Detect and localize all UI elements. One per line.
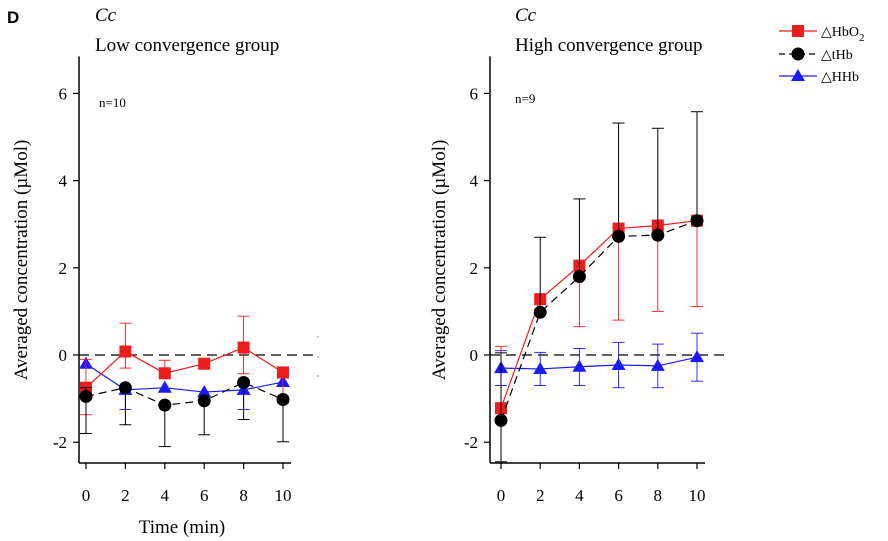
legend-marker-thb <box>791 47 805 61</box>
left-chart-title: Low convergence group <box>95 35 279 56</box>
legend-label-hbo2-subscript: 2 <box>859 32 865 44</box>
right-y-tick-label: 4 <box>470 172 479 191</box>
right-point-thb <box>651 228 665 242</box>
left-series-line-thb <box>85 381 284 406</box>
left-species-label: Cc <box>95 5 117 26</box>
right-point-thb <box>494 413 508 427</box>
right-point-thb <box>690 214 704 228</box>
left-x-tick-label: 0 <box>82 486 91 505</box>
right-x-tick-label: 2 <box>536 486 545 505</box>
left-point-hbo2 <box>237 341 250 354</box>
left-y-tick-label: -2 <box>53 433 67 452</box>
left-point-thb <box>237 375 251 389</box>
right-n-label: n=9 <box>515 91 535 106</box>
left-chart-plot: -2 0 2 4 6 0 2 4 6 8 10 <box>53 56 313 505</box>
left-y-axis-label: Averaged concentration (µMol) <box>11 140 32 381</box>
left-x-tick-label: 6 <box>200 486 209 505</box>
left-x-tick-label: 10 <box>275 486 292 505</box>
right-point-hhb <box>690 350 704 363</box>
left-point-thb <box>197 394 211 408</box>
right-x-tick-label: 10 <box>689 486 706 505</box>
right-point-hhb <box>533 361 548 374</box>
right-x-tick-label: 0 <box>497 486 506 505</box>
left-point-hhb <box>157 380 172 393</box>
left-x-tick-label: 8 <box>239 486 248 505</box>
right-point-thb <box>572 270 586 284</box>
left-point-hbo2 <box>198 357 211 370</box>
right-series-line-hbo2 <box>500 220 698 409</box>
left-series-line-hbo2 <box>85 346 284 389</box>
right-point-hhb <box>572 359 587 372</box>
right-y-tick-label: 0 <box>470 346 479 365</box>
left-y-tick-label: 2 <box>59 259 68 278</box>
right-point-hhb <box>650 358 665 371</box>
right-point-thb <box>533 305 547 319</box>
left-point-hhb <box>197 385 212 398</box>
left-point-hbo2 <box>158 367 171 380</box>
left-n-label: n=10 <box>99 95 126 110</box>
legend-label-hhb: △HHb <box>821 70 859 85</box>
legend-label-thb: △tHb <box>821 48 853 63</box>
left-point-hbo2 <box>277 366 289 379</box>
legend-label-hbo2: △HbO2 <box>821 25 865 44</box>
right-point-hhb <box>611 358 626 371</box>
right-x-tick-label: 6 <box>614 486 623 505</box>
right-chart-title: High convergence group <box>515 35 702 56</box>
left-x-tick-label: 4 <box>161 486 170 505</box>
left-point-thb <box>79 389 93 403</box>
left-y-tick-label: 6 <box>59 84 68 103</box>
left-x-tick-label: 2 <box>121 486 130 505</box>
left-point-thb <box>118 381 132 395</box>
right-y-axis-label: Averaged concentration (µMol) <box>429 140 450 381</box>
legend-label-hbo2-text: △HbO <box>821 25 859 40</box>
right-y-tick-label: 6 <box>470 84 479 103</box>
legend-marker-hhb <box>791 69 805 81</box>
right-x-tick-label: 4 <box>575 486 584 505</box>
left-point-thb <box>158 398 172 412</box>
left-point-thb <box>276 392 290 406</box>
right-species-label: Cc <box>515 5 537 26</box>
right-y-tick-label: -2 <box>464 433 478 452</box>
legend-marker-hbo2 <box>792 25 804 37</box>
right-chart-plot: -2 0 2 4 6 0 2 4 6 8 10 <box>464 56 727 505</box>
right-point-thb <box>612 229 626 243</box>
legend: △HbO2 △tHb △HHb <box>779 25 865 85</box>
right-y-tick-label: 2 <box>470 259 479 278</box>
left-point-hbo2 <box>119 345 132 358</box>
panel-letter: D <box>7 8 19 27</box>
left-y-tick-label: 0 <box>59 346 68 365</box>
left-series-line-hhb <box>85 363 284 393</box>
right-series-line-hhb <box>500 356 698 370</box>
left-x-axis-label: Time (min) <box>139 517 225 538</box>
left-y-tick-label: 4 <box>59 172 68 191</box>
right-series-line-thb <box>500 220 698 421</box>
right-x-tick-label: 8 <box>654 486 663 505</box>
